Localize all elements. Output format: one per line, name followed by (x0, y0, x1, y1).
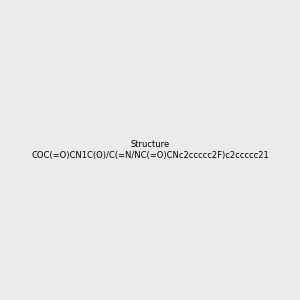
Text: Structure
COC(=O)CN1C(O)/C(=N/NC(=O)CNc2ccccc2F)c2ccccc21: Structure COC(=O)CN1C(O)/C(=N/NC(=O)CNc2… (31, 140, 269, 160)
